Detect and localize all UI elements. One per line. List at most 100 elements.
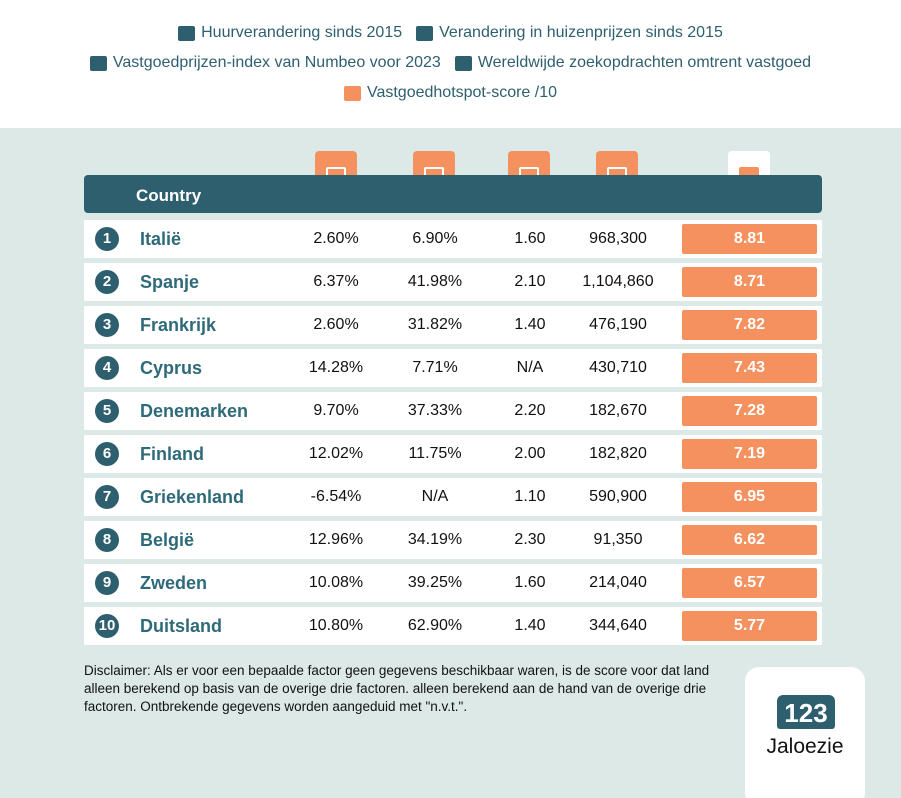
- legend-line: Vastgoedprijzen-index van Numbeo voor 20…: [0, 54, 901, 72]
- score: 8.81: [682, 224, 817, 254]
- legend-text: Huurverandering sinds 2015: [201, 24, 403, 41]
- legend-text: Verandering in huizenprijzen sinds 2015: [439, 24, 723, 41]
- country: Griekenland: [140, 487, 245, 507]
- table-row: 8 België 12.96% 34.19% 2.30 91,350 6.62: [84, 521, 822, 559]
- price-change: 37.33%: [407, 402, 463, 419]
- rent-change: 2.60%: [313, 230, 359, 247]
- score: 6.62: [682, 525, 817, 555]
- logo: 123 Jaloezie: [745, 667, 865, 798]
- legend-text: Vastgoedprijzen-index van Numbeo voor 20…: [112, 54, 441, 71]
- country: Italië: [140, 229, 182, 249]
- legend-icon: [178, 25, 196, 41]
- price-index: 1.60: [514, 574, 546, 591]
- legend-icon: [89, 55, 107, 71]
- legend-item: Huurverandering sinds 2015: [178, 24, 402, 42]
- score: 5.77: [682, 611, 817, 641]
- table-row: 3 Frankrijk 2.60% 31.82% 1.40 476,190 7.82: [84, 306, 822, 344]
- price-index: 1.60: [514, 230, 546, 247]
- country: Frankrijk: [140, 315, 217, 335]
- searches: 430,710: [589, 359, 647, 376]
- legend-icon: [416, 25, 434, 41]
- score: 7.82: [682, 310, 817, 340]
- price-index: 2.20: [514, 402, 546, 419]
- legend-item: Vastgoedhotspot-score /10: [343, 84, 558, 102]
- price-change: 39.25%: [407, 574, 463, 591]
- price-change: 62.90%: [407, 617, 463, 634]
- country: Duitsland: [140, 616, 223, 636]
- disclaimer: Disclaimer: Als er voor een bepaalde fac…: [84, 663, 710, 714]
- searches: 214,040: [589, 574, 647, 591]
- rent-change: 2.60%: [313, 316, 359, 333]
- table-row: 6 Finland 12.02% 11.75% 2.00 182,820 7.19: [84, 435, 822, 473]
- legend-line: Vastgoedhotspot-score /10: [0, 84, 901, 102]
- header-label: Country: [136, 186, 202, 205]
- score: 7.28: [682, 396, 817, 426]
- score: 6.95: [682, 482, 817, 512]
- score: 6.57: [682, 568, 817, 598]
- rank: 2: [95, 270, 119, 294]
- score: 8.71: [682, 267, 817, 297]
- rank: 10: [95, 614, 119, 638]
- price-change: N/A: [421, 488, 449, 505]
- rent-change: 6.37%: [313, 273, 359, 290]
- logo-number: 123: [777, 695, 835, 729]
- rent-change: -6.54%: [310, 488, 362, 505]
- searches: 91,350: [593, 531, 643, 548]
- table-row: 4 Cyprus 14.28% 7.71% N/A 430,710 7.43: [84, 349, 822, 387]
- table-header: Country: [84, 175, 822, 213]
- rank: 8: [95, 528, 119, 552]
- table-row: 7 Griekenland -6.54% N/A 1.10 590,900 6.95: [84, 478, 822, 516]
- price-change: 34.19%: [407, 531, 463, 548]
- country: Cyprus: [140, 358, 203, 378]
- searches: 182,820: [589, 445, 647, 462]
- rent-change: 14.28%: [308, 359, 364, 376]
- price-index: 1.10: [514, 488, 546, 505]
- price-change: 11.75%: [408, 445, 462, 462]
- rank: 1: [95, 227, 119, 251]
- legend-item: Verandering in huizenprijzen sinds 2015: [416, 24, 723, 42]
- table-row: 1 Italië 2.60% 6.90% 1.60 968,300 8.81: [84, 220, 822, 258]
- rank: 3: [95, 313, 119, 337]
- price-index: 1.40: [514, 316, 546, 333]
- legend-text: Vastgoedhotspot-score /10: [366, 84, 558, 101]
- rent-change: 12.96%: [308, 531, 364, 548]
- price-change: 7.71%: [412, 359, 458, 376]
- table-row: 5 Denemarken 9.70% 37.33% 2.20 182,670 7.28: [84, 392, 822, 430]
- rank: 7: [95, 485, 119, 509]
- score: 7.43: [682, 353, 817, 383]
- legend-item: Vastgoedprijzen-index van Numbeo voor 20…: [89, 54, 441, 72]
- legend-line: Huurverandering sinds 2015 Verandering in…: [0, 24, 901, 42]
- legend-item: Wereldwijde zoekopdrachten omtrent vastg…: [454, 54, 812, 72]
- rent-change: 10.80%: [308, 617, 364, 634]
- price-index: 2.30: [514, 531, 546, 548]
- searches: 182,670: [589, 402, 647, 419]
- legend-text: Wereldwijde zoekopdrachten omtrent vastg…: [477, 54, 812, 71]
- rank: 9: [95, 571, 119, 595]
- rank: 4: [95, 356, 119, 380]
- price-change: 31.82%: [407, 316, 463, 333]
- price-index: 2.10: [514, 273, 546, 290]
- table-row: 9 Zweden 10.08% 39.25% 1.60 214,040 6.57: [84, 564, 822, 602]
- country: Finland: [140, 444, 204, 464]
- table-row: 10 Duitsland 10.80% 62.90% 1.40 344,640 5.77: [84, 607, 822, 645]
- searches: 590,900: [589, 488, 647, 505]
- legend-area: [0, 0, 901, 128]
- logo-name: Jaloezie: [766, 735, 844, 758]
- price-change: 6.90%: [412, 230, 458, 247]
- rent-change: 12.02%: [308, 445, 364, 462]
- country: België: [140, 530, 195, 550]
- searches: 1,104,860: [582, 273, 654, 290]
- country: Denemarken: [140, 401, 249, 421]
- searches: 968,300: [589, 230, 647, 247]
- price-index: 1.40: [514, 617, 546, 634]
- price-change: 41.98%: [407, 273, 463, 290]
- rent-change: 10.08%: [308, 574, 364, 591]
- table-row: 2 Spanje 6.37% 41.98% 2.10 1,104,860 8.71: [84, 263, 822, 301]
- legend-icon: [454, 55, 472, 71]
- searches: 344,640: [589, 617, 647, 634]
- price-index: N/A: [516, 359, 544, 376]
- rent-change: 9.70%: [313, 402, 359, 419]
- rank: 5: [95, 399, 119, 423]
- legend-icon: [343, 85, 361, 101]
